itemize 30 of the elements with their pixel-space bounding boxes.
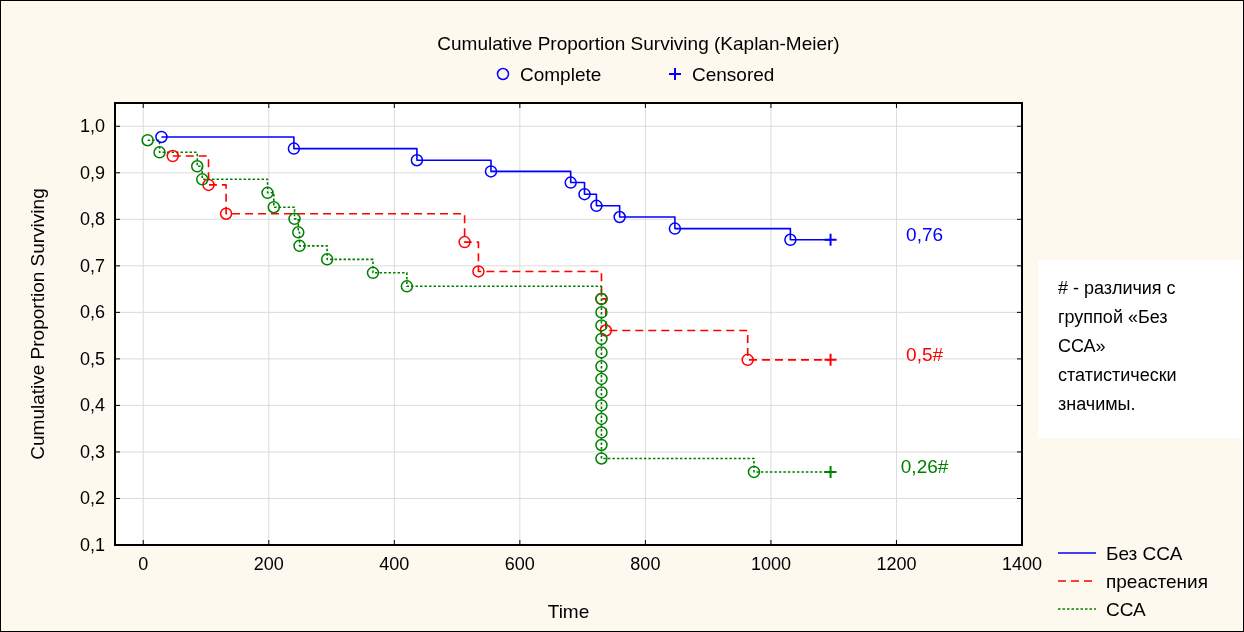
y-tick-label: 0,3 xyxy=(79,441,105,462)
legend-label: ССА xyxy=(1106,599,1147,620)
x-tick-label: 1400 xyxy=(1001,554,1043,574)
x-tick-label: 200 xyxy=(253,554,284,574)
x-tick-label: 1000 xyxy=(750,554,791,574)
y-tick-label: 0,5 xyxy=(79,348,105,369)
annotation: 0,26# xyxy=(900,455,949,477)
y-tick-label: 0,7 xyxy=(79,255,105,276)
x-tick-label: 1200 xyxy=(876,554,917,574)
legend-label: Complete xyxy=(520,64,602,85)
x-tick-label: 400 xyxy=(379,554,410,574)
y-tick-label: 0,4 xyxy=(79,395,105,416)
x-tick-label: 600 xyxy=(504,554,535,574)
y-tick-label: 0,1 xyxy=(79,535,105,555)
chart-title: Cumulative Proportion Surviving (Kaplan-Meier) xyxy=(437,33,840,54)
y-tick-label: 0,8 xyxy=(79,209,105,230)
legend-label: Censored xyxy=(692,64,775,85)
y-tick-label: 0,9 xyxy=(79,162,105,183)
legend-label: Без ССА xyxy=(1106,543,1183,564)
y-axis-title: Cumulative Proportion Surviving xyxy=(27,188,48,460)
x-tick-label: 0 xyxy=(138,554,149,574)
annotation: 0,76 xyxy=(906,223,944,245)
x-tick-label: 800 xyxy=(630,554,661,574)
legend-label: преастения xyxy=(1106,571,1208,592)
y-tick-label: 0,6 xyxy=(79,302,105,323)
text: # - различия с группой «Без ССА» статистически значимы. xyxy=(1058,278,1177,414)
x-axis-title: Time xyxy=(547,601,590,622)
y-tick-label: 1,0 xyxy=(79,116,105,137)
y-tick-label: 0,2 xyxy=(79,488,105,509)
annotation: 0,5# xyxy=(906,343,944,365)
